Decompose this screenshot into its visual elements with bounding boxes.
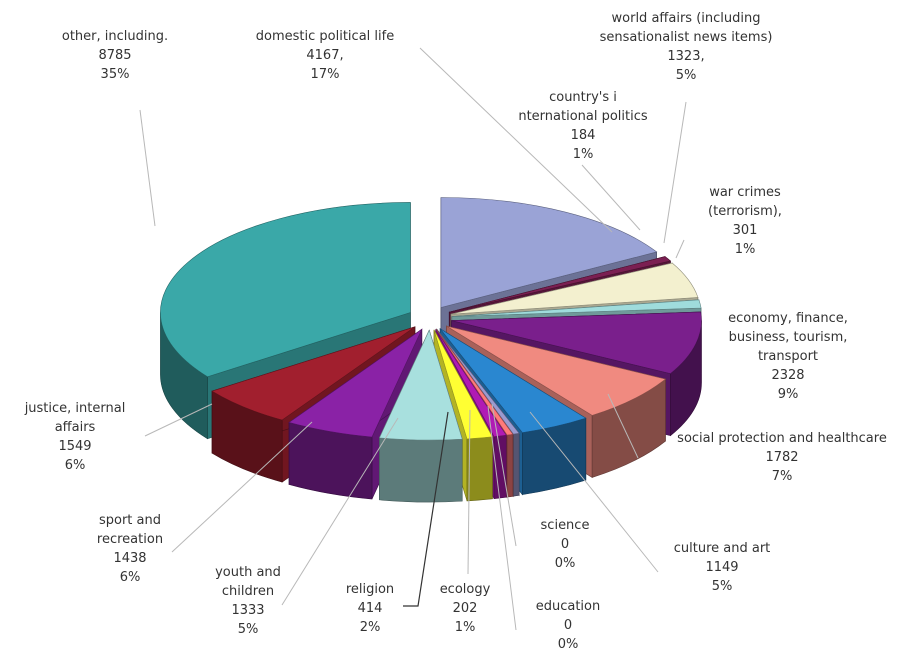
slice-label-education: education 0 0% <box>536 599 601 652</box>
pie-slice-domestic <box>440 197 658 308</box>
pie-slice-education <box>436 329 514 436</box>
slice-label-war: war crimes (terrorism), 301 1% <box>708 185 782 257</box>
leader-line-social <box>607 393 639 459</box>
leader-line-culture <box>529 411 659 573</box>
pie-slice-sport <box>288 328 423 438</box>
slice-label-culture: culture and art 1149 5% <box>674 541 771 594</box>
slice-label-sport: sport and recreation 1438 6% <box>97 513 163 585</box>
slice-label-other: other, including. 8785 35% <box>62 29 168 82</box>
slice-label-youth: youth and children 1333 5% <box>215 565 281 637</box>
slice-label-social: social protection and healthcare 1782 7% <box>677 431 887 484</box>
pie-slice-social <box>446 325 667 416</box>
pie-slice-tops <box>160 197 702 441</box>
leader-line-ecology <box>467 409 471 575</box>
leader-line-war <box>675 239 685 259</box>
pie-slice-youth <box>378 329 463 441</box>
leader-line-science <box>491 403 517 547</box>
pie-slice-economy <box>451 311 702 374</box>
leader-line-intl <box>581 164 641 231</box>
slice-label-justice: justice, internal affairs 1549 6% <box>24 401 126 473</box>
slice-label-intl: country's i nternational politics 184 1% <box>518 90 648 162</box>
leader-line-education <box>487 405 517 631</box>
slice-labels: domestic political life 4167, 17% country's… <box>24 11 887 652</box>
slice-label-science: science 0 0% <box>541 518 590 571</box>
slice-label-economy: economy, finance, business, tourism, trans… <box>728 311 848 402</box>
slice-label-world: world affairs (including sensationalist n… <box>600 11 773 83</box>
leader-line-youth <box>281 417 399 606</box>
leader-line-world <box>663 101 687 244</box>
leader-line-sport <box>171 421 313 553</box>
slice-label-ecology: ecology 202 1% <box>440 582 491 635</box>
pie-slice-justice <box>211 326 416 421</box>
pie-slice-religion <box>433 329 493 440</box>
leader-line-domestic <box>419 47 613 233</box>
label-leader-lines <box>139 47 687 631</box>
pie-slice-science <box>436 329 520 435</box>
pie-slice-culture <box>439 328 587 433</box>
slice-label-domestic: domestic political life 4167, 17% <box>256 29 394 82</box>
leader-line-religion <box>403 411 449 607</box>
slice-label-religion: religion 414 2% <box>346 582 394 635</box>
pie-slice-intl <box>449 256 672 313</box>
pie-slice-world <box>450 262 699 315</box>
pie-slice-other <box>160 202 411 378</box>
pie-slice-war <box>451 299 702 317</box>
leader-line-other <box>139 109 156 227</box>
leader-line-justice <box>144 403 213 437</box>
